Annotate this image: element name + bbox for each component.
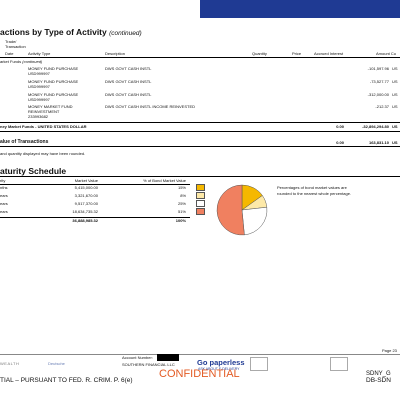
ask-about-edelivery: ASK ABOUT E-DELIVERY (198, 367, 240, 371)
row-activity-line: USD999997 (28, 97, 50, 102)
total-mm-accrued: 0.00 (336, 124, 344, 129)
legend-swatch (196, 200, 205, 207)
row-activity-line: MONEY FUND PURCHASE (28, 92, 79, 97)
row-amount: -312,000.00 (367, 92, 389, 97)
maturity-note-1: Percentages of bond market values are (277, 185, 347, 190)
col-accrued-interest: Accrued Interest (314, 51, 344, 56)
maturity-row-label: nths (0, 185, 8, 190)
maturity-title-rule (0, 176, 400, 177)
col-price: Price (292, 51, 302, 56)
row-activity-line: USD999997 (28, 71, 50, 76)
total-rule-top (0, 122, 400, 123)
right-bates: DB-SDN (366, 377, 391, 384)
page-title: actions by Type of Activity (continued) (0, 27, 142, 37)
go-paperless: Go paperless (197, 358, 245, 367)
confidential-stamp: CONFIDENTIAL (159, 368, 240, 380)
row-description: DWS GOVT CASH INSTL (105, 92, 152, 97)
col-transaction: Transaction (5, 44, 26, 49)
col-date: Date (5, 51, 14, 56)
row-currency: US (392, 92, 398, 97)
footer-badge-2 (330, 357, 348, 371)
maturity-total-pct: 100% (175, 218, 186, 223)
maturity-row-value: 18,634,735.32 (72, 209, 98, 214)
total-mm-label: ney Market Funds - UNITED STATES DOLLAR (0, 124, 87, 129)
col-amount: Amount Cu (376, 51, 397, 56)
maturity-title: aturity Schedule (0, 166, 67, 176)
row-activity-line: REINVESTMENT (28, 109, 60, 114)
total-value-amount: 163,831.10 (368, 140, 389, 145)
row-amount: -73,527.77 (369, 79, 389, 84)
row-currency: US (392, 66, 398, 71)
row-description: DWS GOVT CASH INSTL (105, 66, 152, 71)
maturity-pie-chart (216, 184, 268, 236)
row-activity-line: USD999997 (28, 84, 50, 89)
row-activity-line: MONEY FUND PURCHASE (28, 66, 79, 71)
row-currency: US (392, 104, 398, 109)
maturity-row-value: 9,517,370.00 (74, 201, 98, 206)
maturity-col-maturity: rity (0, 178, 6, 183)
total-value-rule (0, 146, 400, 147)
total-mm-cur: US (392, 124, 398, 129)
row-activity-line: MONEY MARKET FUND (28, 104, 73, 109)
account-number-redaction (157, 354, 179, 361)
total-value-accrued: 0.00 (336, 140, 344, 145)
footer-left-logo: WEALTH (0, 361, 20, 366)
maturity-row-pct: 25% (177, 201, 186, 206)
maturity-header-rule (0, 183, 190, 184)
title-text: actions by Type of Activity (0, 27, 107, 37)
row-activity-line: 233993682 (28, 114, 49, 119)
section-label: arket Funds (continued) (0, 59, 43, 64)
row-description: DWS GOVT CASH INSTL (105, 79, 152, 84)
col-description: Description (105, 51, 126, 56)
account-name: SOUTHERN FINANCIAL LLC (122, 362, 175, 367)
maturity-row-label: ears (0, 193, 8, 198)
footnote: and quantity displayed may have been rou… (0, 151, 86, 156)
total-mm-amount: -32,894,294.80 (362, 124, 389, 129)
header-brand-bar (200, 0, 400, 18)
footer-info-1 (266, 357, 267, 361)
pie-slice (216, 184, 245, 236)
page-number: Page 23 (382, 348, 397, 353)
row-amount: -212.37 (375, 104, 389, 109)
maturity-col-market-value: Market Value (74, 178, 98, 183)
footer-rule (0, 354, 400, 355)
maturity-row-pct: 51% (177, 209, 186, 214)
row-activity-line: MONEY FUND PURCHASE (28, 79, 79, 84)
title-continued: (continued) (109, 30, 142, 37)
maturity-row-label: ears (0, 209, 8, 214)
row-amount: -101,597.96 (367, 66, 389, 71)
legend-swatch (196, 184, 205, 191)
total-value-label: alue of Transactions (0, 139, 49, 145)
confidential-legend: TIAL – PURSUANT TO FED. R. CRIM. P. 6(e) (0, 377, 133, 384)
footer-badge-1 (250, 357, 268, 371)
col-activity-type: Activity Type (28, 51, 51, 56)
pie-slice (241, 206, 268, 236)
maturity-total-value: 36,888,985.32 (72, 218, 98, 223)
maturity-row-value: 3,321,670.00 (74, 193, 98, 198)
legend-swatch (196, 192, 205, 199)
maturity-row-label: ears (0, 201, 8, 206)
maturity-row-value: 5,415,000.00 (74, 185, 98, 190)
legend-swatch (196, 208, 205, 215)
right-small-id: SDNY_G (366, 371, 391, 377)
footer-small-logo: Deutsche (48, 361, 65, 366)
row-description: DWS GOVT CASH INSTL INCOME REINVESTED (105, 104, 196, 109)
total-rule-bottom (0, 131, 400, 132)
col-quantity: Quantity (252, 51, 267, 56)
header-rule (0, 57, 400, 58)
row-currency: US (392, 79, 398, 84)
maturity-total-rule (0, 217, 190, 218)
maturity-row-pct: 8% (180, 193, 186, 198)
maturity-row-pct: 15% (177, 185, 186, 190)
maturity-note-2: rounded to the nearest whole percentage. (277, 191, 352, 196)
col-trade: Trade/ (5, 39, 17, 44)
total-value-cur: US (392, 140, 398, 145)
account-number-label: Account Number: (122, 355, 153, 360)
maturity-col-pct: % of Bond Market Value (143, 178, 186, 183)
